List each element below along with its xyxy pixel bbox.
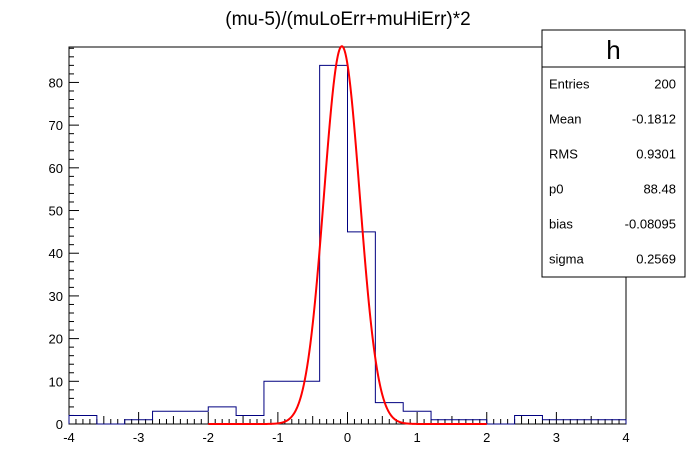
stats-value: 88.48: [643, 182, 676, 197]
fit-curve: [208, 45, 487, 425]
y-tick-label: 10: [49, 374, 63, 389]
stats-label: Entries: [549, 77, 590, 92]
x-tick-label: 1: [414, 430, 421, 445]
y-tick-label: 80: [49, 75, 63, 90]
stats-label: RMS: [549, 147, 578, 162]
y-axis: 0 10 20 30 40 50 60 70 80: [49, 47, 79, 432]
x-tick-label: -1: [272, 430, 284, 445]
x-tick-label: 4: [622, 430, 629, 445]
x-tick-label: -4: [63, 430, 75, 445]
stats-value: 0.2569: [636, 252, 676, 267]
stats-label: sigma: [549, 252, 584, 267]
stats-value: 200: [654, 77, 676, 92]
stats-label: bias: [549, 217, 573, 232]
y-tick-label: 60: [49, 161, 63, 176]
stats-value: -0.1812: [632, 112, 676, 127]
chart-title: (mu-5)/(muLoErr+muHiErr)*2: [225, 9, 470, 30]
y-tick-label: 40: [49, 246, 63, 261]
x-axis: -4 -3 -2 -1 0 1 2 3 4: [63, 412, 630, 445]
y-tick-label: 20: [49, 332, 63, 347]
x-tick-label: 0: [344, 430, 351, 445]
gaussian-fit: [208, 45, 487, 425]
x-tick-label: 2: [483, 430, 490, 445]
stats-box-frame: [541, 29, 686, 278]
histogram-bin: [320, 65, 348, 424]
stats-label: Mean: [549, 112, 582, 127]
y-tick-label: 30: [49, 289, 63, 304]
stats-value: 0.9301: [636, 147, 676, 162]
stats-box-name: h: [606, 35, 620, 65]
y-tick-label: 0: [56, 417, 63, 432]
x-tick-label: 3: [553, 430, 560, 445]
stats-label: p0: [549, 182, 563, 197]
stats-box: h Entries 200 Mean -0.1812 RMS 0.9301 p0 88.48 bi…: [541, 29, 686, 278]
stats-value: -0.08095: [625, 217, 676, 232]
y-tick-label: 70: [49, 118, 63, 133]
x-tick-label: -3: [133, 430, 145, 445]
x-tick-label: -2: [202, 430, 214, 445]
histogram-bin: [292, 381, 320, 424]
y-tick-label: 50: [49, 204, 63, 219]
